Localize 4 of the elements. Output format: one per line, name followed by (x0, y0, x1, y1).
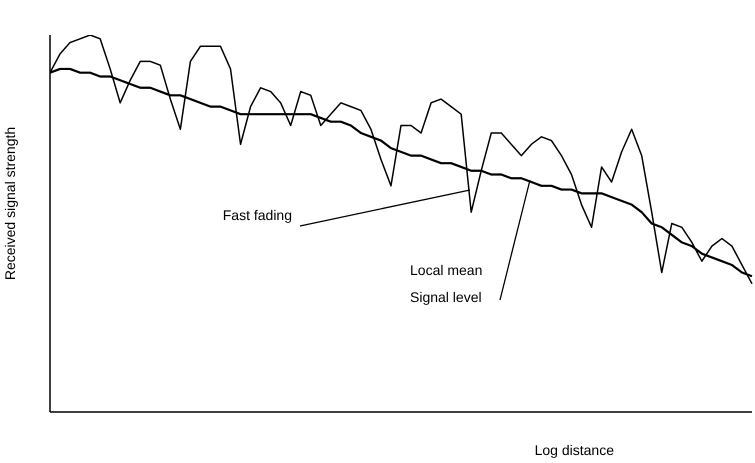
x-axis-title: Log distance (534, 442, 614, 458)
annotation: Fast fading (222, 207, 292, 223)
annotation: Local mean Signal level (410, 262, 482, 305)
y-axis-title: Received signal strength (2, 126, 18, 280)
